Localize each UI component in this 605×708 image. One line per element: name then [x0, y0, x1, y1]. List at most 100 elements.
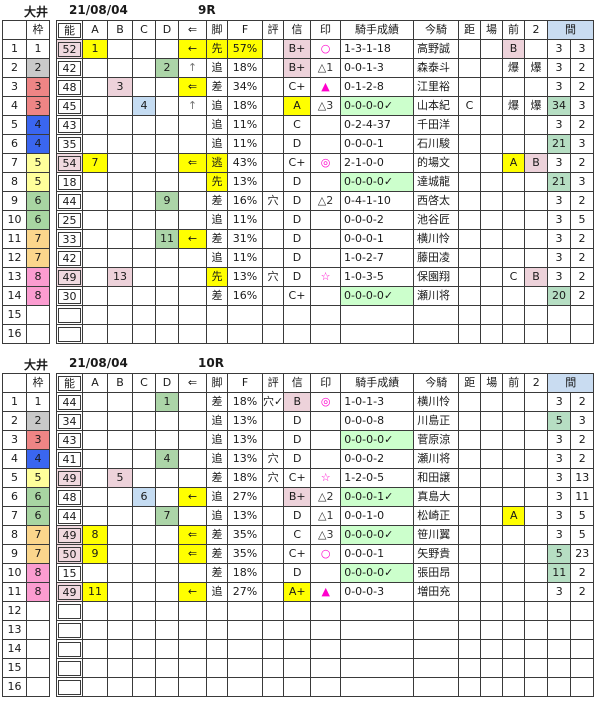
cell-shin[interactable]: B+: [283, 58, 311, 78]
cell-row-number[interactable]: 13: [2, 267, 27, 287]
cell-nou[interactable]: 42: [56, 248, 83, 268]
cell-arrow[interactable]: [178, 267, 207, 287]
cell-waku[interactable]: 6: [26, 487, 50, 507]
cell-two[interactable]: 爆: [524, 96, 548, 116]
cell-mark[interactable]: [310, 324, 341, 344]
cell-grade-c[interactable]: [132, 563, 156, 583]
cell-ba[interactable]: [480, 191, 503, 211]
cell-row-number[interactable]: 14: [2, 639, 27, 659]
cell-nou[interactable]: 25: [56, 210, 83, 230]
cell-nou[interactable]: 44: [56, 191, 83, 211]
cell-mae[interactable]: [502, 677, 526, 697]
cell-shin[interactable]: B: [283, 392, 312, 412]
cell-shin[interactable]: [283, 601, 312, 621]
cell-grade-b[interactable]: 5: [107, 468, 133, 488]
cell-aida2[interactable]: 3: [570, 172, 594, 192]
cell-jockey[interactable]: 増田充: [413, 582, 460, 602]
cell-row-number[interactable]: 15: [2, 305, 27, 325]
cell-grade-d[interactable]: [155, 582, 179, 602]
cell-mark[interactable]: ▲: [310, 582, 342, 602]
cell-ba[interactable]: [480, 229, 503, 249]
cell-grade-b[interactable]: [107, 525, 133, 545]
cell-waku[interactable]: 3: [26, 96, 50, 116]
cell-arrow[interactable]: [178, 248, 207, 268]
cell-grade-b[interactable]: [107, 392, 133, 412]
cell-kyo[interactable]: [458, 134, 481, 154]
cell-aida1[interactable]: 21: [547, 172, 571, 192]
cell-grade-c[interactable]: [132, 677, 156, 697]
cell-hyou[interactable]: [262, 229, 284, 249]
cell-grade-b[interactable]: [107, 430, 133, 450]
cell-grade-a[interactable]: [82, 172, 108, 192]
cell-grade-b[interactable]: [107, 248, 133, 268]
cell-mark[interactable]: [310, 601, 342, 621]
cell-mae[interactable]: [502, 392, 526, 412]
cell-f[interactable]: [227, 324, 263, 344]
cell-waku[interactable]: 4: [26, 115, 50, 135]
cell-aida1[interactable]: 3: [547, 210, 571, 230]
cell-kyo[interactable]: [458, 286, 481, 306]
cell-shin[interactable]: D: [283, 248, 311, 268]
cell-shin[interactable]: B+: [283, 39, 311, 59]
header-grade-d[interactable]: D: [155, 373, 179, 393]
cell-waku[interactable]: 5: [26, 153, 50, 173]
cell-arrow[interactable]: [178, 286, 207, 306]
cell-grade-c[interactable]: [132, 506, 156, 526]
cell-waku[interactable]: 1: [26, 392, 50, 412]
cell-f[interactable]: 18%: [227, 563, 263, 583]
cell-aida1[interactable]: [547, 305, 571, 325]
cell-grade-d[interactable]: [155, 115, 179, 135]
cell-result[interactable]: 0-0-1-0: [340, 506, 415, 526]
cell-grade-b[interactable]: [107, 544, 133, 564]
cell-aida2[interactable]: 2: [570, 153, 594, 173]
cell-row-number[interactable]: 3: [2, 77, 27, 97]
cell-ba[interactable]: [480, 305, 503, 325]
cell-row-number[interactable]: 9: [2, 544, 27, 564]
cell-aida1[interactable]: 3: [547, 487, 572, 507]
cell-result[interactable]: [340, 620, 415, 640]
cell-mae[interactable]: [502, 639, 526, 659]
cell-aida2[interactable]: 11: [570, 487, 595, 507]
cell-arrow[interactable]: [178, 620, 207, 640]
cell-grade-d[interactable]: [155, 172, 179, 192]
cell-arrow[interactable]: ⇐: [178, 153, 207, 173]
cell-arrow[interactable]: ←: [178, 39, 207, 59]
cell-mark[interactable]: △1: [310, 506, 342, 526]
cell-two[interactable]: [524, 191, 548, 211]
cell-jockey[interactable]: 瀬川将: [413, 286, 459, 306]
cell-kyo[interactable]: [458, 153, 481, 173]
cell-jockey[interactable]: 千田洋: [413, 115, 459, 135]
cell-grade-a[interactable]: [82, 267, 108, 287]
cell-row-number[interactable]: 16: [2, 677, 27, 697]
header-two[interactable]: 2: [524, 20, 548, 40]
cell-jockey[interactable]: 石川駿: [413, 134, 459, 154]
cell-f[interactable]: 18%: [227, 468, 263, 488]
cell-grade-c[interactable]: [132, 248, 156, 268]
cell-mae[interactable]: A: [502, 153, 525, 173]
cell-kyo[interactable]: [458, 658, 482, 678]
cell-row-number[interactable]: 6: [2, 134, 27, 154]
cell-arrow[interactable]: ⇐: [178, 77, 207, 97]
cell-ba[interactable]: [480, 153, 503, 173]
cell-mark[interactable]: [310, 172, 341, 192]
cell-ba[interactable]: [480, 210, 503, 230]
header-result[interactable]: 騎手成績: [340, 20, 414, 40]
cell-shin[interactable]: [283, 677, 312, 697]
cell-grade-c[interactable]: [132, 639, 156, 659]
cell-result[interactable]: [340, 639, 415, 659]
cell-ba[interactable]: [480, 601, 504, 621]
cell-aida2[interactable]: 2: [570, 77, 594, 97]
cell-aida1[interactable]: 3: [547, 39, 571, 59]
cell-f[interactable]: 13%: [227, 411, 263, 431]
cell-jockey[interactable]: [413, 677, 460, 697]
cell-shin[interactable]: D: [283, 191, 311, 211]
cell-grade-a[interactable]: 9: [82, 544, 108, 564]
cell-jockey[interactable]: 横川怜: [413, 229, 459, 249]
cell-ashi[interactable]: 追: [206, 248, 228, 268]
cell-jockey[interactable]: 真島大: [413, 487, 460, 507]
cell-grade-b[interactable]: [107, 210, 133, 230]
cell-mae[interactable]: 爆: [502, 58, 525, 78]
cell-aida1[interactable]: 20: [547, 286, 571, 306]
header-mark[interactable]: 印: [310, 20, 341, 40]
cell-grade-d[interactable]: [155, 677, 179, 697]
